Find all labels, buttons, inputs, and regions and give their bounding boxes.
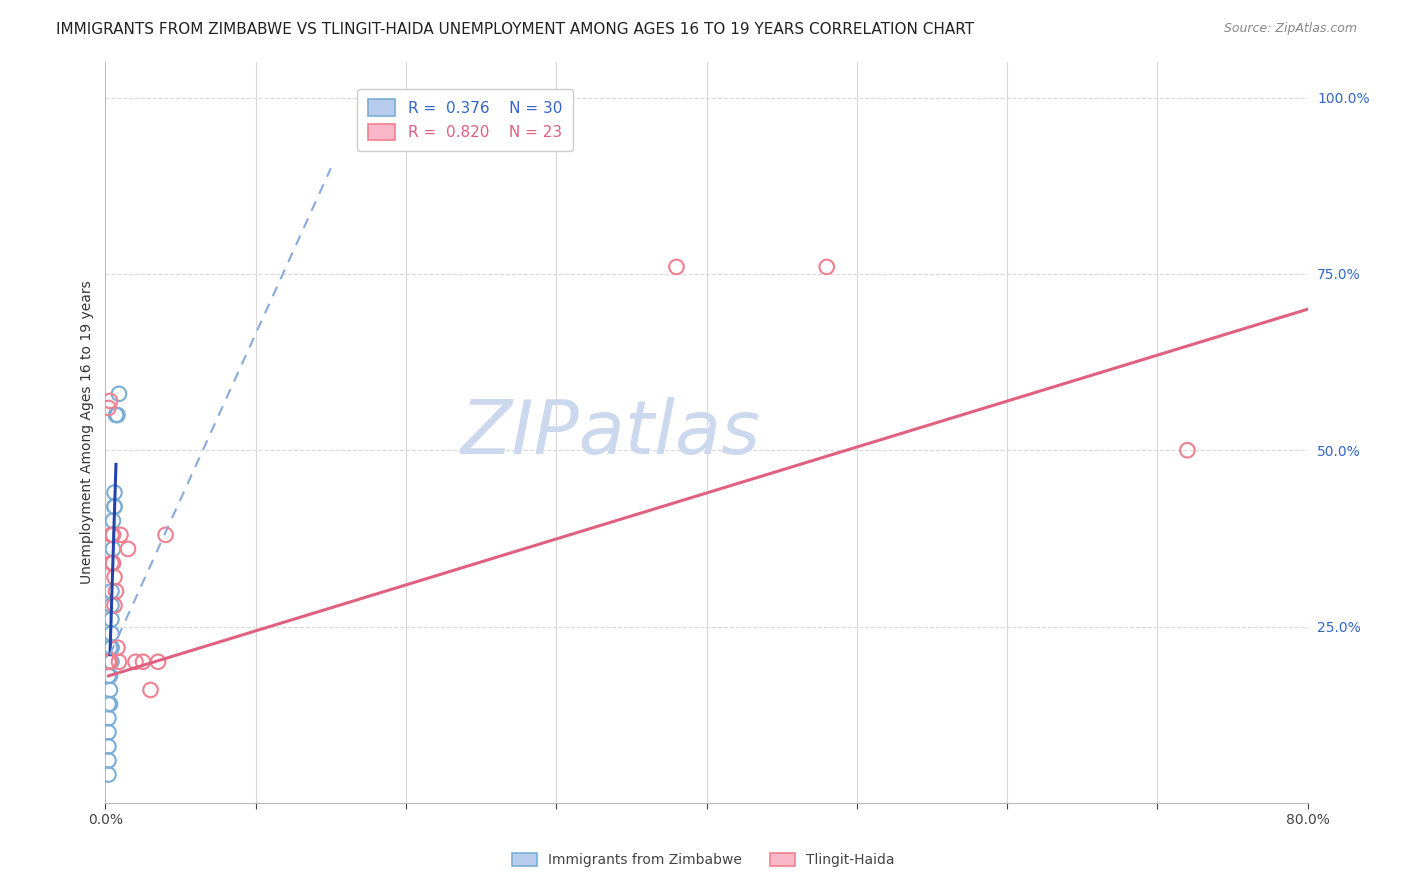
Point [103, 500, 125, 514]
Text: Source: ZipAtlas.com: Source: ZipAtlas.com [1223, 22, 1357, 36]
Legend: Immigrants from Zimbabwe, Tlingit-Haida: Immigrants from Zimbabwe, Tlingit-Haida [505, 847, 901, 874]
Point [97, 739, 120, 754]
Legend: R =  0.376    N = 30, R =  0.820    N = 23: R = 0.376 N = 30, R = 0.820 N = 23 [357, 88, 572, 151]
Point [101, 541, 124, 556]
Point [132, 655, 155, 669]
Point [98, 669, 121, 683]
Point [100, 640, 122, 655]
Point [100, 640, 122, 655]
Point [104, 408, 127, 422]
Point [97, 697, 120, 711]
Point [107, 408, 129, 422]
Text: ZIPatlas: ZIPatlas [460, 397, 761, 468]
Point [108, 655, 131, 669]
Y-axis label: Unemployment Among Ages 16 to 19 years: Unemployment Among Ages 16 to 19 years [80, 281, 94, 584]
Point [97, 401, 120, 415]
Point [98, 393, 121, 408]
Point [98, 640, 121, 655]
Point [97, 711, 120, 725]
Point [97, 754, 120, 768]
Point [100, 584, 122, 599]
Point [100, 556, 122, 570]
Point [100, 599, 122, 613]
Point [146, 655, 169, 669]
Point [103, 599, 125, 613]
Point [107, 640, 129, 655]
Point [98, 683, 121, 698]
Point [124, 655, 146, 669]
Point [97, 655, 120, 669]
Point [100, 626, 122, 640]
Point [98, 655, 121, 669]
Point [98, 655, 121, 669]
Point [103, 570, 125, 584]
Point [100, 612, 122, 626]
Point [101, 514, 124, 528]
Point [103, 485, 125, 500]
Point [108, 387, 131, 401]
Point [97, 669, 120, 683]
Point [1175, 443, 1198, 458]
Point [101, 528, 124, 542]
Point [101, 556, 124, 570]
Point [665, 260, 688, 274]
Point [117, 541, 139, 556]
Point [98, 655, 121, 669]
Point [101, 528, 124, 542]
Text: IMMIGRANTS FROM ZIMBABWE VS TLINGIT-HAIDA UNEMPLOYMENT AMONG AGES 16 TO 19 YEARS: IMMIGRANTS FROM ZIMBABWE VS TLINGIT-HAID… [56, 22, 974, 37]
Point [100, 655, 122, 669]
Point [101, 556, 124, 570]
Point [104, 584, 127, 599]
Point [155, 528, 177, 542]
Point [97, 767, 120, 781]
Point [98, 697, 121, 711]
Point [103, 500, 125, 514]
Point [97, 725, 120, 739]
Point [110, 528, 132, 542]
Point [139, 683, 162, 698]
Point [815, 260, 838, 274]
Point [100, 528, 122, 542]
